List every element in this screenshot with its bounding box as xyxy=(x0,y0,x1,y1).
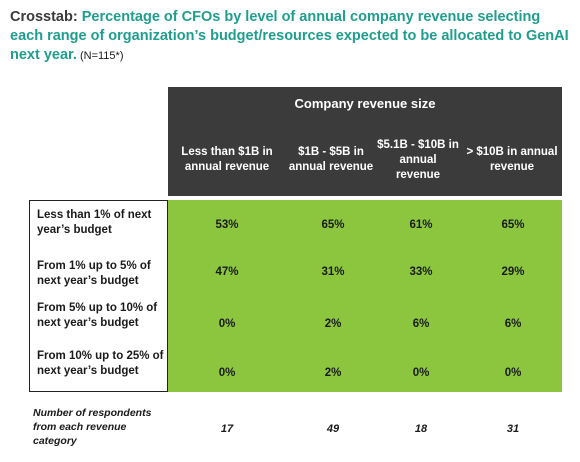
cell-1-5pct-over-10b: 29% xyxy=(501,266,525,278)
column-header-5b-10b: $5.1B - $10B in annual revenue xyxy=(377,138,459,181)
respondents-label: Number of respondents from each revenue … xyxy=(33,407,152,447)
cell-10-25pct-1b-5b: 2% xyxy=(324,367,342,379)
row-label-under-1pct: Less than 1% of next year’s budget xyxy=(37,209,152,236)
cell-5-10pct-over-10b: 6% xyxy=(504,318,522,330)
chart-title: Crosstab: Percentage of CFOs by level of… xyxy=(10,8,572,66)
respondents-under-1b: 17 xyxy=(220,423,234,435)
respondents-1b-5b: 49 xyxy=(326,423,340,435)
column-header-1b-5b: $1B - $5B in annual revenue xyxy=(288,146,374,173)
cell-under-1pct-1b-5b: 65% xyxy=(321,219,345,231)
title-prefix: Crosstab: xyxy=(10,9,82,25)
column-header-under-1b: Less than $1B in annual revenue xyxy=(181,146,273,173)
respondents-over-10b: 31 xyxy=(506,423,520,435)
cell-5-10pct-under-1b: 0% xyxy=(218,318,236,330)
row-label-10-25pct: From 10% up to 25% of next year’s budget xyxy=(37,350,164,377)
header-panel xyxy=(168,87,562,196)
revenue-size-header: Company revenue size xyxy=(294,96,436,111)
cell-1-5pct-1b-5b: 31% xyxy=(321,266,345,278)
row-label-1-5pct: From 1% up to 5% of next year’s budget xyxy=(37,260,151,287)
cell-10-25pct-under-1b: 0% xyxy=(218,367,236,379)
cell-10-25pct-5b-10b: 0% xyxy=(412,367,430,379)
title-main: Percentage of CFOs by level of annual co… xyxy=(10,9,569,63)
cell-5-10pct-1b-5b: 2% xyxy=(324,318,342,330)
cell-under-1pct-5b-10b: 61% xyxy=(409,219,433,231)
column-header-over-10b: > $10B in annual revenue xyxy=(466,146,558,173)
cell-under-1pct-over-10b: 65% xyxy=(501,219,525,231)
sample-size-note: (N=115*) xyxy=(76,50,124,62)
cell-1-5pct-5b-10b: 33% xyxy=(409,266,433,278)
cell-5-10pct-5b-10b: 6% xyxy=(412,318,430,330)
cell-under-1pct-under-1b: 53% xyxy=(215,219,239,231)
data-cell-area xyxy=(168,200,562,392)
cell-1-5pct-under-1b: 47% xyxy=(215,266,239,278)
cell-10-25pct-over-10b: 0% xyxy=(504,367,522,379)
row-label-panel xyxy=(29,200,168,392)
respondents-5b-10b: 18 xyxy=(414,423,428,435)
row-label-5-10pct: From 5% up to 10% of next year’s budget xyxy=(37,302,158,329)
